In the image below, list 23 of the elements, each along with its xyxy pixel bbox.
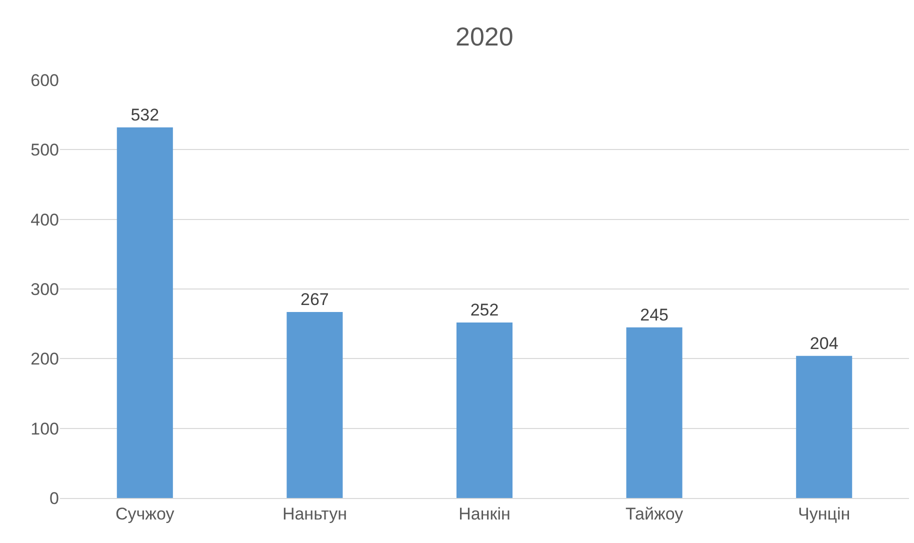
- bar: [626, 327, 682, 498]
- x-tick-label: Тайжоу: [625, 504, 684, 524]
- y-tick-label: 0: [50, 488, 59, 508]
- x-tick-label: Нанкін: [458, 504, 510, 524]
- y-tick-label: 100: [30, 419, 59, 438]
- data-label: 267: [300, 290, 329, 309]
- bar: [286, 312, 343, 498]
- data-label: 204: [810, 334, 838, 353]
- y-tick-label: 500: [30, 140, 59, 160]
- y-tick-label: 400: [30, 210, 59, 230]
- data-label: 252: [470, 300, 499, 320]
- bar: [116, 127, 173, 498]
- data-label: 245: [640, 305, 668, 324]
- bar: [796, 356, 852, 498]
- y-tick-label: 300: [30, 280, 59, 299]
- chart-title: 2020: [456, 21, 514, 52]
- data-label: 532: [130, 105, 160, 124]
- bar: [456, 322, 513, 498]
- x-tick-label: Наньтун: [282, 504, 347, 524]
- x-tick-label: Чунцін: [798, 504, 850, 524]
- y-tick-label: 600: [30, 70, 59, 90]
- y-tick-label: 200: [30, 350, 59, 369]
- x-tick-label: Сучжоу: [116, 504, 175, 524]
